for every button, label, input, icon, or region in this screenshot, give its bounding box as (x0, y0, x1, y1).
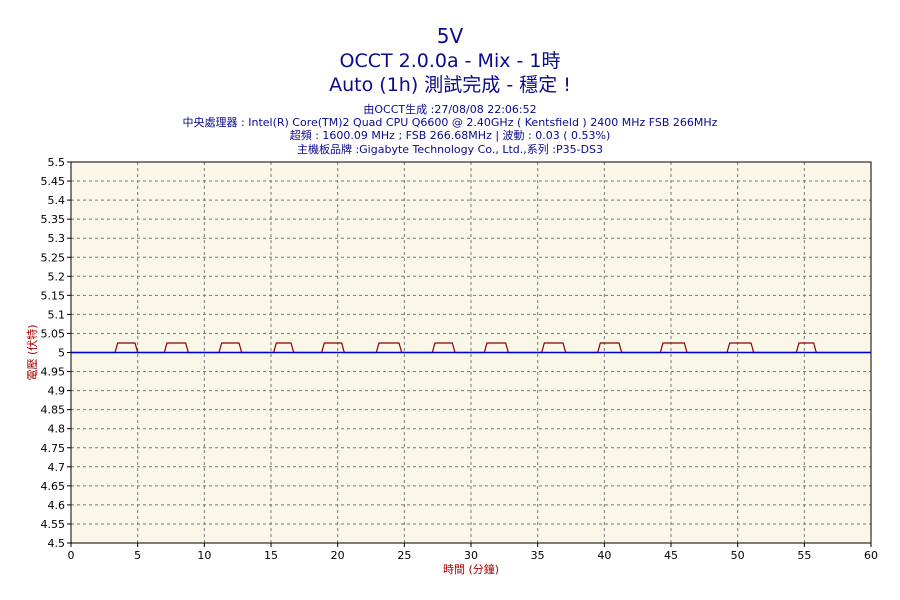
info-cpu: 中央處理器 : Intel(R) Core(TM)2 Quad CPU Q660… (182, 116, 718, 129)
x-tick-label: 35 (531, 549, 545, 562)
info-overclock: 超頻 : 1600.09 MHz ; FSB 266.68MHz | 波動 : … (289, 129, 611, 142)
y-tick-label: 5.4 (48, 194, 66, 207)
y-tick-label: 4.85 (41, 404, 66, 417)
y-tick-label: 4.7 (48, 461, 66, 474)
y-tick-label: 5.45 (41, 175, 66, 188)
x-tick-label: 0 (68, 549, 75, 562)
chart-subtitle-status: Auto (1h) 測試完成 - 穩定 ! (329, 74, 571, 96)
y-axis-label: 電壓 (伏特) (25, 324, 39, 380)
y-tick-label: 4.65 (41, 480, 66, 493)
y-tick-label: 5.5 (48, 156, 66, 169)
y-tick-label: 5.3 (48, 232, 66, 245)
info-motherboard: 主機板品牌 :Gigabyte Technology Co., Ltd.,系列 … (296, 143, 604, 156)
y-tick-label: 5.1 (48, 308, 66, 321)
y-tick-label: 5.15 (41, 289, 66, 302)
y-tick-label: 4.8 (48, 423, 66, 436)
y-tick-label: 5.25 (41, 251, 66, 264)
y-tick-label: 4.6 (48, 499, 66, 512)
x-tick-label: 15 (264, 549, 278, 562)
x-tick-label: 40 (597, 549, 611, 562)
info-generated: 由OCCT生成 :27/08/08 22:06:52 (363, 103, 537, 116)
x-tick-label: 30 (464, 549, 478, 562)
y-tick-label: 4.9 (48, 385, 66, 398)
y-tick-label: 5.35 (41, 213, 66, 226)
x-tick-label: 20 (331, 549, 345, 562)
y-tick-label: 5.05 (41, 327, 66, 340)
x-tick-label: 55 (797, 549, 811, 562)
y-tick-label: 4.55 (41, 518, 66, 531)
x-tick-label: 5 (134, 549, 141, 562)
chart-title: 5V (436, 24, 464, 48)
x-tick-label: 25 (397, 549, 411, 562)
y-tick-label: 4.5 (48, 537, 66, 550)
y-tick-label: 4.95 (41, 366, 66, 379)
x-tick-label: 45 (664, 549, 678, 562)
x-tick-label: 50 (731, 549, 745, 562)
y-tick-label: 5 (58, 347, 65, 360)
chart-subtitle-app: OCCT 2.0.0a - Mix - 1時 (339, 50, 561, 72)
x-tick-label: 60 (864, 549, 878, 562)
y-tick-label: 5.2 (48, 270, 66, 283)
x-tick-label: 10 (197, 549, 211, 562)
x-axis-label: 時間 (分鐘) (443, 562, 499, 576)
y-tick-label: 4.75 (41, 442, 66, 455)
